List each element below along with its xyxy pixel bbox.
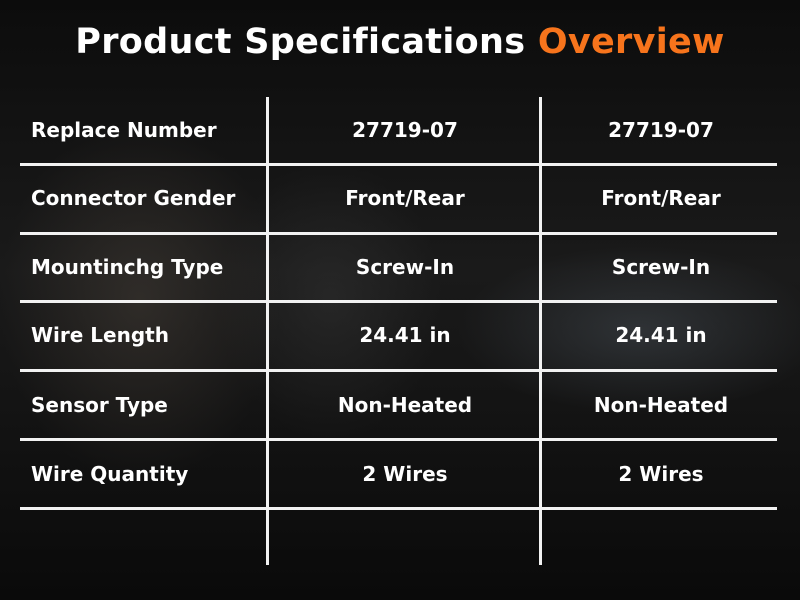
- row-divider: [20, 369, 777, 372]
- table-row: Wire Length 24.41 in 24.41 in: [20, 302, 777, 368]
- row-divider: [20, 163, 777, 166]
- row-value: 27719-07: [352, 118, 458, 142]
- row-label: Connector Gender: [31, 186, 236, 210]
- row-divider: [20, 507, 777, 510]
- row-label: Mountinchg Type: [31, 255, 224, 279]
- title-accent: Overview: [537, 22, 725, 62]
- table-row: Mountinchg Type Screw-In Screw-In: [20, 234, 777, 300]
- row-label: Wire Length: [31, 323, 169, 347]
- column-divider: [539, 97, 542, 565]
- row-value: Front/Rear: [601, 186, 721, 210]
- row-divider: [20, 438, 777, 441]
- row-value: 27719-07: [608, 118, 714, 142]
- row-divider: [20, 232, 777, 235]
- row-label: Replace Number: [31, 118, 217, 142]
- row-value: Front/Rear: [345, 186, 465, 210]
- row-value: 24.41 in: [615, 323, 707, 347]
- row-label: Wire Quantity: [31, 462, 189, 486]
- row-value: Screw-In: [611, 255, 711, 279]
- row-divider: [20, 300, 777, 303]
- page-title: Product Specifications Overview: [0, 22, 800, 62]
- row-value: 24.41 in: [359, 323, 451, 347]
- row-value: 2 Wires: [362, 462, 448, 486]
- row-value: 2 Wires: [618, 462, 704, 486]
- row-label: Sensor Type: [31, 393, 168, 417]
- row-value: Screw-In: [355, 255, 455, 279]
- table-row: Wire Quantity 2 Wires 2 Wires: [20, 441, 777, 507]
- table-row: Replace Number 27719-07 27719-07: [20, 97, 777, 163]
- table-row: Sensor Type Non-Heated Non-Heated: [20, 372, 777, 438]
- column-divider: [266, 97, 269, 565]
- table-row: Connector Gender Front/Rear Front/Rear: [20, 165, 777, 231]
- row-value: Non-Heated: [593, 393, 729, 417]
- title-main: Product Specifications: [75, 22, 526, 62]
- row-value: Non-Heated: [337, 393, 473, 417]
